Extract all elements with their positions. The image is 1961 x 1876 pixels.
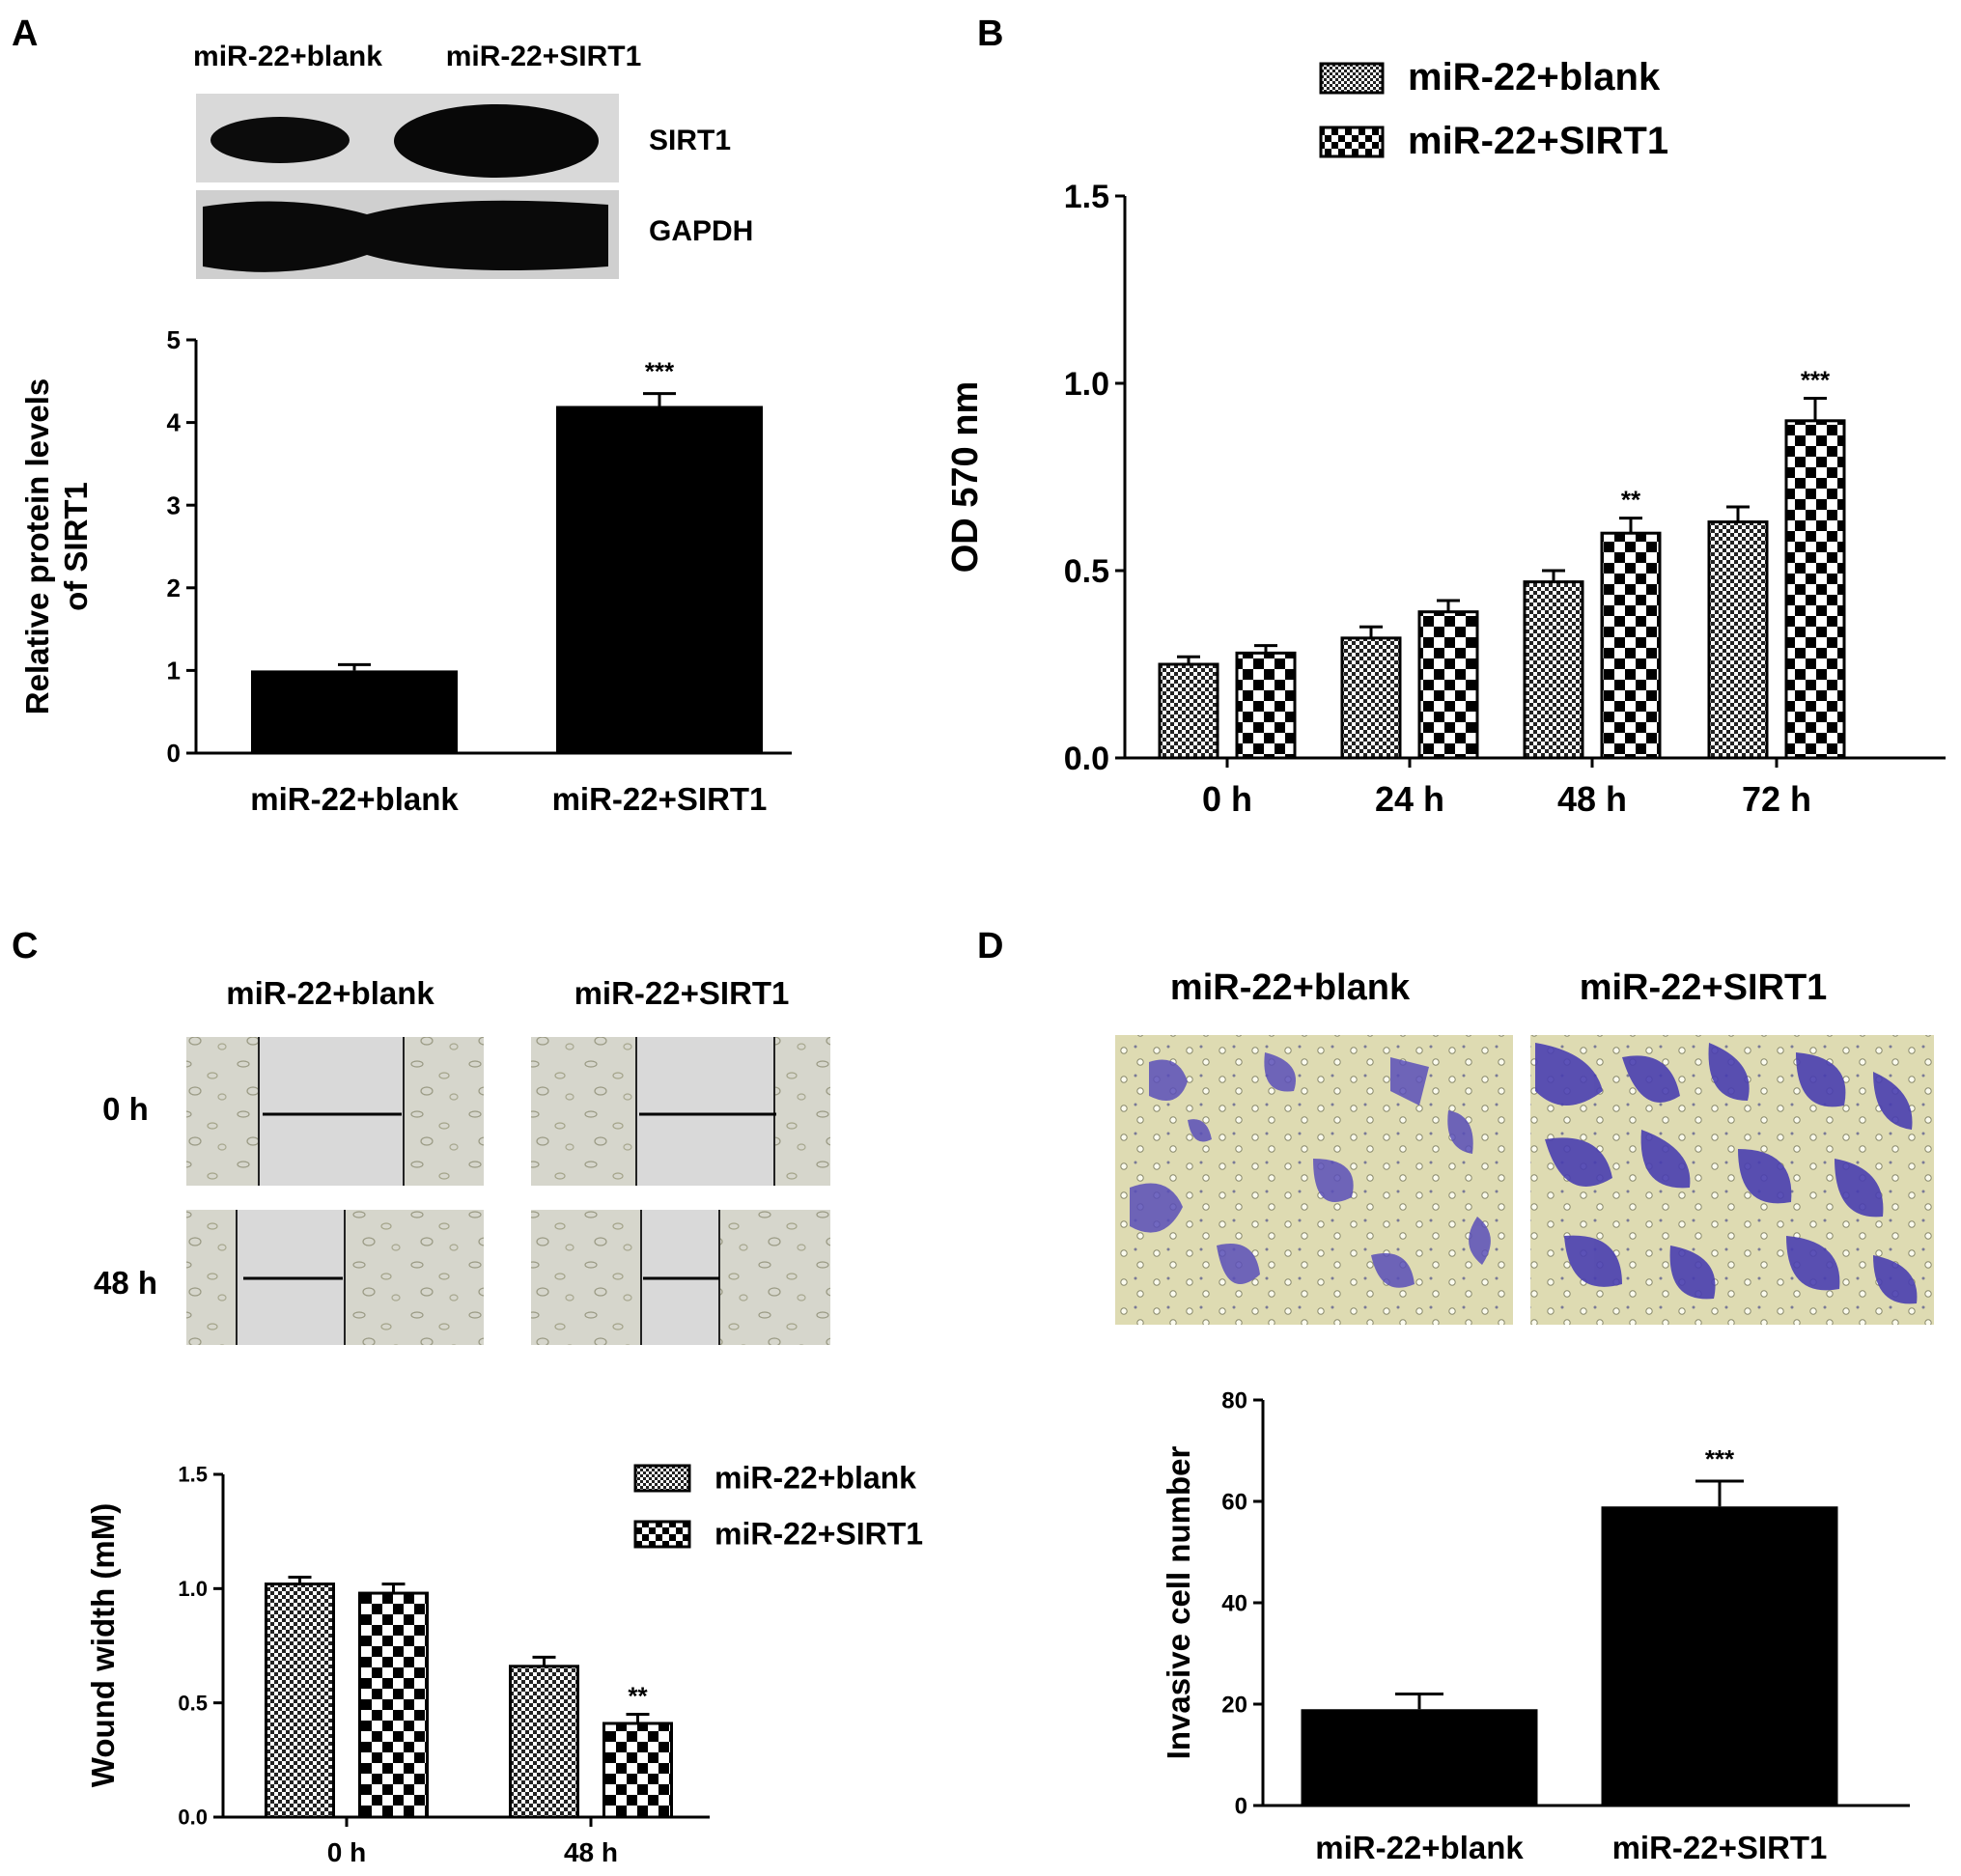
x-tick-label: 0 h <box>1202 779 1252 819</box>
significance-label: ** <box>1621 486 1641 515</box>
legend-swatch <box>1319 126 1385 158</box>
significance-label: *** <box>1801 366 1831 395</box>
y-axis-title: Invasive cell number <box>1161 1446 1196 1760</box>
bar <box>1601 1506 1838 1806</box>
y-tick-label: 2 <box>167 574 181 602</box>
bar-sirt1 <box>602 1722 673 1819</box>
panel-d-letter: D <box>977 926 1003 966</box>
western-blot-image <box>196 94 619 279</box>
x-tick-label: miR-22+SIRT1 <box>1612 1830 1828 1865</box>
y-axis-title: Relative protein levelsof SIRT1 <box>19 378 94 714</box>
y-tick-label: 4 <box>167 408 182 437</box>
x-tick-label: 48 h <box>1557 779 1627 819</box>
y-axis-title: OD 570 nm <box>945 381 986 574</box>
significance-label: *** <box>1705 1444 1735 1473</box>
y-tick-label: 20 <box>1221 1692 1247 1718</box>
chart-a-bars: 0 1 2 3 4 5 Relative protein levelsof SIRT1 miR… <box>19 325 792 817</box>
invasion-col-label-blank: miR-22+blank <box>1170 967 1411 1008</box>
band-sirt1-blank <box>210 117 350 163</box>
bar-blank <box>1523 580 1584 760</box>
y-tick-label: 5 <box>167 325 181 354</box>
wound-col-label-blank: miR-22+blank <box>226 975 434 1011</box>
bar <box>1301 1709 1538 1806</box>
legend-label: miR-22+SIRT1 <box>1408 120 1668 162</box>
y-axis-title: Wound width (mM) <box>85 1503 121 1787</box>
x-tick-label: 72 h <box>1742 779 1811 819</box>
blot-label-blank: miR-22+blank <box>193 41 382 72</box>
y-tick-label: 80 <box>1221 1387 1247 1414</box>
y-tick-label: 1 <box>167 657 181 686</box>
panel-c: C miR-22+blank miR-22+SIRT1 0 h 48 h <box>12 926 923 1867</box>
y-tick-label: 0.5 <box>1064 553 1109 590</box>
bar-sirt1 <box>1784 419 1846 760</box>
wound-image-sirt1-48h <box>531 1210 830 1345</box>
chart-c-bars: 0.0 0.5 1.0 1.5 Wound width (mM) 0 h ** 48 h miR… <box>85 1460 923 1867</box>
x-tick-label: miR-22+blank <box>250 781 459 817</box>
y-tick-label: 3 <box>167 490 181 519</box>
legend-swatch <box>633 1520 691 1549</box>
legend-label: miR-22+blank <box>714 1460 916 1495</box>
bar-sirt1 <box>1600 531 1662 760</box>
y-tick-label: 0 <box>1235 1793 1247 1819</box>
bar <box>556 406 763 753</box>
significance-label: *** <box>645 357 675 386</box>
x-tick-label: 24 h <box>1375 779 1444 819</box>
panel-c-letter: C <box>12 926 38 966</box>
legend-label: miR-22+blank <box>1408 56 1661 98</box>
panel-b: B 0.0 0.5 1.0 1.5 OD 570 nm 0 h 24 h ** 48 h *** 7… <box>945 14 1946 819</box>
y-tick-label: 60 <box>1221 1489 1247 1515</box>
invasion-image-sirt1 <box>1530 1035 1934 1325</box>
bar-sirt1 <box>358 1591 429 1819</box>
y-tick-label: 0 <box>167 739 181 768</box>
band-sirt1-sirt1 <box>394 104 599 178</box>
invasion-col-label-sirt1: miR-22+SIRT1 <box>1580 967 1828 1008</box>
wound-col-label-sirt1: miR-22+SIRT1 <box>574 975 790 1011</box>
panel-a-letter: A <box>12 14 38 54</box>
bar-sirt1 <box>1417 610 1479 760</box>
bar-blank <box>1158 662 1219 760</box>
invasion-image-blank <box>1115 1035 1513 1325</box>
bar-blank <box>265 1582 335 1819</box>
y-tick-label: 0.5 <box>178 1691 208 1715</box>
wound-image-blank-0h <box>186 1037 484 1186</box>
y-tick-label: 40 <box>1221 1590 1247 1616</box>
y-tick-label: 0.0 <box>178 1806 208 1830</box>
x-tick-label: miR-22+blank <box>1315 1830 1524 1865</box>
significance-label: ** <box>628 1682 648 1711</box>
blot-row-label-sirt1: SIRT1 <box>649 125 731 156</box>
wound-image-sirt1-0h <box>531 1037 830 1186</box>
y-tick-label: 1.5 <box>1064 179 1109 215</box>
legend-swatch <box>633 1464 691 1493</box>
legend-swatch <box>1319 62 1385 95</box>
blot-row-label-gapdh: GAPDH <box>649 215 753 247</box>
y-tick-label: 1.5 <box>178 1463 208 1487</box>
bar-sirt1 <box>1235 651 1297 760</box>
panel-b-letter: B <box>977 14 1003 54</box>
wound-row-label-48h: 48 h <box>94 1265 157 1301</box>
bar-blank <box>509 1665 579 1819</box>
bar-blank <box>1707 520 1769 760</box>
chart-d-bars: 0 20 40 60 80 Invasive cell number miR-22+blan… <box>1161 1387 1910 1865</box>
bar-blank <box>1340 636 1402 760</box>
y-tick-label: 1.0 <box>178 1577 208 1601</box>
band-gapdh <box>203 200 608 272</box>
panel-a: A miR-22+blank miR-22+SIRT1 SIRT1 GAPDH … <box>12 14 792 817</box>
wound-row-label-0h: 0 h <box>102 1091 149 1127</box>
x-tick-label: 48 h <box>564 1837 618 1867</box>
wound-image-blank-48h <box>186 1210 484 1345</box>
legend-label: miR-22+SIRT1 <box>714 1516 923 1551</box>
x-tick-label: miR-22+SIRT1 <box>552 781 768 817</box>
bar <box>251 670 458 753</box>
chart-b-bars: 0.0 0.5 1.0 1.5 OD 570 nm 0 h 24 h ** 48 h *** 72 … <box>945 56 1946 819</box>
y-tick-label: 1.0 <box>1064 366 1109 403</box>
blot-label-sirt1: miR-22+SIRT1 <box>446 41 642 72</box>
y-tick-label: 0.0 <box>1064 741 1109 777</box>
x-tick-label: 0 h <box>327 1837 366 1867</box>
panel-d: D miR-22+blank miR-22+SIRT1 <box>977 926 1934 1865</box>
